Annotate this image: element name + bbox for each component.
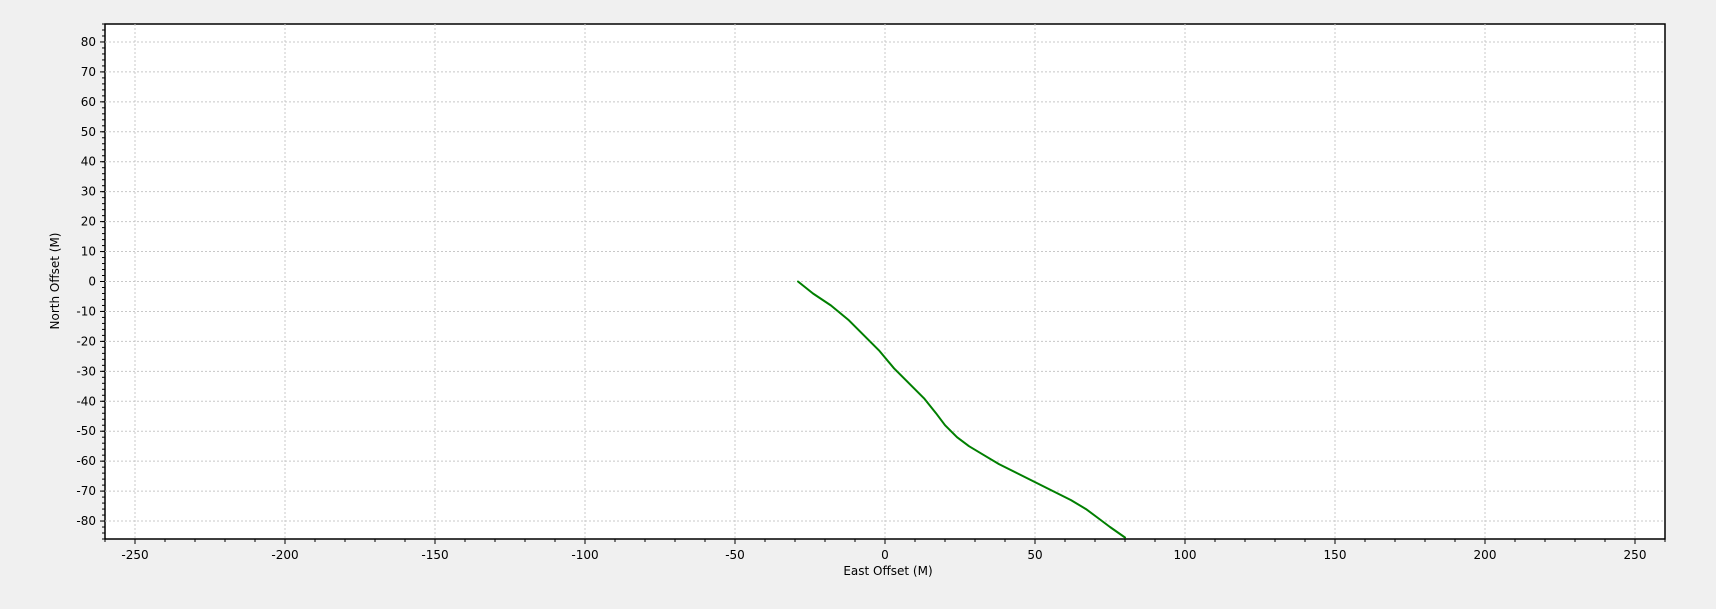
y-tick-label: 60: [81, 95, 96, 109]
y-tick-label: -70: [76, 484, 96, 498]
x-tick-label: 100: [1174, 548, 1197, 562]
x-tick-label: 0: [881, 548, 889, 562]
y-axis-title: North Offset (M): [48, 233, 62, 330]
x-tick-label: 50: [1027, 548, 1042, 562]
grid-lines: [105, 24, 1665, 539]
x-tick-label: -250: [121, 548, 148, 562]
x-tick-label: 250: [1624, 548, 1647, 562]
y-tick-label: 10: [81, 245, 96, 259]
y-tick-label: -20: [76, 334, 96, 348]
y-tick-label: -60: [76, 454, 96, 468]
axis-ticks: -250 -200 -150 -100 -50 0 50 100 150 200 250807060…: [76, 23, 1666, 562]
x-tick-label: 200: [1474, 548, 1497, 562]
y-tick-label: -10: [76, 304, 96, 318]
series-line: [797, 280, 1126, 539]
y-tick-label: 70: [81, 65, 96, 79]
y-tick-label: -30: [76, 364, 96, 378]
x-tick-label: -100: [571, 548, 598, 562]
y-tick-label: 80: [81, 35, 96, 49]
x-axis-title: East Offset (M): [843, 564, 932, 578]
y-tick-label: 40: [81, 155, 96, 169]
y-tick-label: 0: [88, 275, 96, 289]
series-layer: [797, 280, 1126, 539]
x-tick-label: -50: [725, 548, 745, 562]
y-tick-label: 20: [81, 215, 96, 229]
y-tick-label: -50: [76, 424, 96, 438]
x-tick-label: -200: [271, 548, 298, 562]
x-tick-label: 150: [1324, 548, 1347, 562]
y-tick-label: -40: [76, 394, 96, 408]
x-tick-label: -150: [421, 548, 448, 562]
y-tick-label: 30: [81, 185, 96, 199]
y-tick-label: -80: [76, 514, 96, 528]
y-tick-label: 50: [81, 125, 96, 139]
